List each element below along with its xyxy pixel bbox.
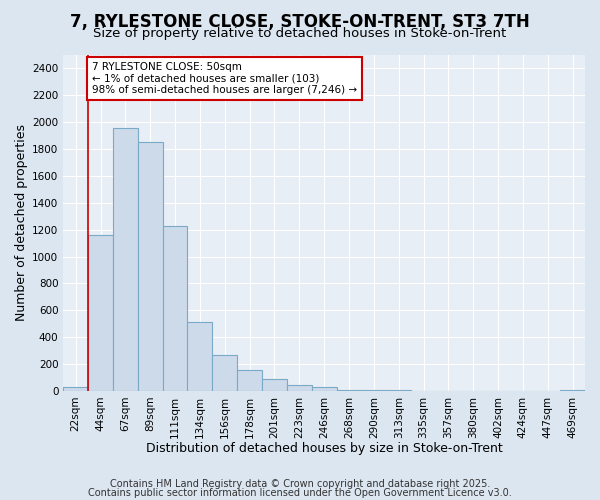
Bar: [262, 380, 287, 391]
Bar: [163, 226, 187, 391]
Text: 7, RYLESTONE CLOSE, STOKE-ON-TRENT, ST3 7TH: 7, RYLESTONE CLOSE, STOKE-ON-TRENT, ST3 …: [70, 12, 530, 30]
Text: 7 RYLESTONE CLOSE: 50sqm
← 1% of detached houses are smaller (103)
98% of semi-d: 7 RYLESTONE CLOSE: 50sqm ← 1% of detache…: [92, 62, 357, 95]
Bar: [88, 235, 113, 391]
X-axis label: Distribution of detached houses by size in Stoke-on-Trent: Distribution of detached houses by size …: [146, 442, 503, 455]
Y-axis label: Number of detached properties: Number of detached properties: [15, 124, 28, 322]
Bar: [287, 386, 312, 391]
Bar: [337, 390, 361, 391]
Bar: [312, 387, 337, 391]
Bar: [187, 322, 212, 391]
Bar: [237, 370, 262, 391]
Text: Contains HM Land Registry data © Crown copyright and database right 2025.: Contains HM Land Registry data © Crown c…: [110, 479, 490, 489]
Bar: [138, 142, 163, 391]
Text: Contains public sector information licensed under the Open Government Licence v3: Contains public sector information licen…: [88, 488, 512, 498]
Bar: [63, 388, 88, 391]
Bar: [560, 390, 585, 391]
Bar: [113, 128, 138, 391]
Bar: [361, 390, 386, 391]
Bar: [212, 354, 237, 391]
Text: Size of property relative to detached houses in Stoke-on-Trent: Size of property relative to detached ho…: [94, 28, 506, 40]
